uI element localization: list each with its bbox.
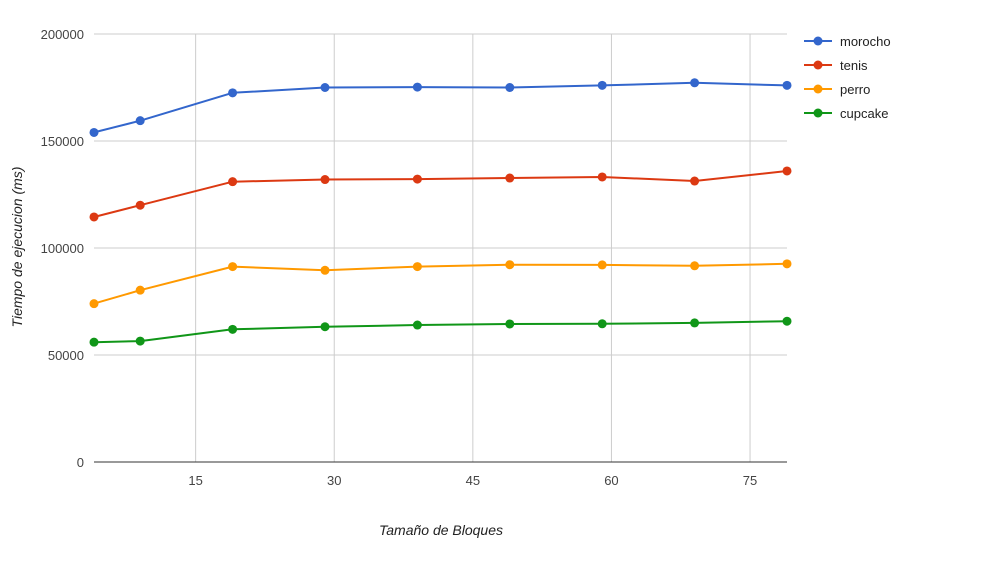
legend-label: perro [840, 82, 870, 97]
data-point [135, 336, 145, 346]
data-point [597, 80, 607, 90]
data-point [505, 319, 515, 329]
data-point [89, 127, 99, 137]
data-point [89, 337, 99, 347]
y-tick-label: 200000 [41, 27, 84, 42]
data-point [228, 88, 238, 98]
data-point [690, 176, 700, 186]
y-tick-label: 0 [77, 455, 84, 470]
legend-marker [813, 60, 823, 70]
legend-item-tenis: tenis [804, 58, 868, 73]
y-tick-label: 100000 [41, 241, 84, 256]
legend-marker [813, 108, 823, 118]
axes: 0 50000 100000 150000 200000 15 30 45 60 75 [41, 27, 787, 488]
series-cupcake [89, 316, 792, 347]
y-tick-label: 50000 [48, 348, 84, 363]
data-point [135, 285, 145, 295]
data-point [505, 83, 515, 92]
data-point [320, 83, 330, 92]
data-point [228, 324, 238, 334]
legend-item-cupcake: cupcake [804, 106, 888, 121]
series-line [93, 81, 788, 134]
data-point [597, 319, 607, 329]
legend-item-morocho: morocho [804, 34, 891, 49]
series-perro [89, 259, 792, 309]
series-morocho [89, 78, 792, 137]
y-tick-label: 150000 [41, 134, 84, 149]
series-line [93, 262, 788, 305]
legend-item-perro: perro [804, 82, 870, 97]
series-tenis [89, 166, 792, 222]
data-point [505, 173, 515, 183]
series-line [93, 320, 788, 344]
data-point [320, 265, 330, 275]
data-point [412, 174, 422, 184]
data-point [782, 80, 792, 90]
x-tick-label: 60 [604, 473, 618, 488]
legend-marker [813, 36, 823, 46]
data-point [782, 259, 792, 269]
data-point [782, 166, 792, 176]
data-point [597, 172, 607, 182]
x-axis-title: Tamaño de Bloques [379, 522, 503, 538]
series-lines [89, 78, 792, 347]
data-point [228, 262, 238, 272]
data-point [597, 260, 607, 270]
data-point [412, 262, 422, 272]
data-point [89, 212, 99, 222]
x-tick-label: 45 [466, 473, 480, 488]
data-point [89, 299, 99, 309]
data-point [228, 177, 238, 187]
data-point [690, 78, 700, 88]
x-tick-label: 75 [743, 473, 757, 488]
legend-marker [813, 84, 823, 94]
data-point [412, 82, 422, 92]
data-point [782, 316, 792, 326]
grid [94, 33, 787, 462]
data-point [320, 175, 330, 185]
x-tick-label: 15 [188, 473, 202, 488]
legend-label: tenis [840, 58, 868, 73]
data-point [135, 116, 145, 126]
data-point [412, 320, 422, 330]
data-point [690, 318, 700, 328]
data-point [690, 261, 700, 271]
x-tick-label: 30 [327, 473, 341, 488]
data-point [320, 322, 330, 332]
data-point [135, 200, 145, 210]
legend-label: morocho [840, 34, 891, 49]
y-axis-title: Tiempo de ejecucion (ms) [9, 167, 25, 328]
data-point [505, 260, 515, 270]
legend-label: cupcake [840, 106, 888, 121]
series-line [93, 170, 788, 218]
legend: morocho tenis perro cupcake [804, 34, 891, 121]
